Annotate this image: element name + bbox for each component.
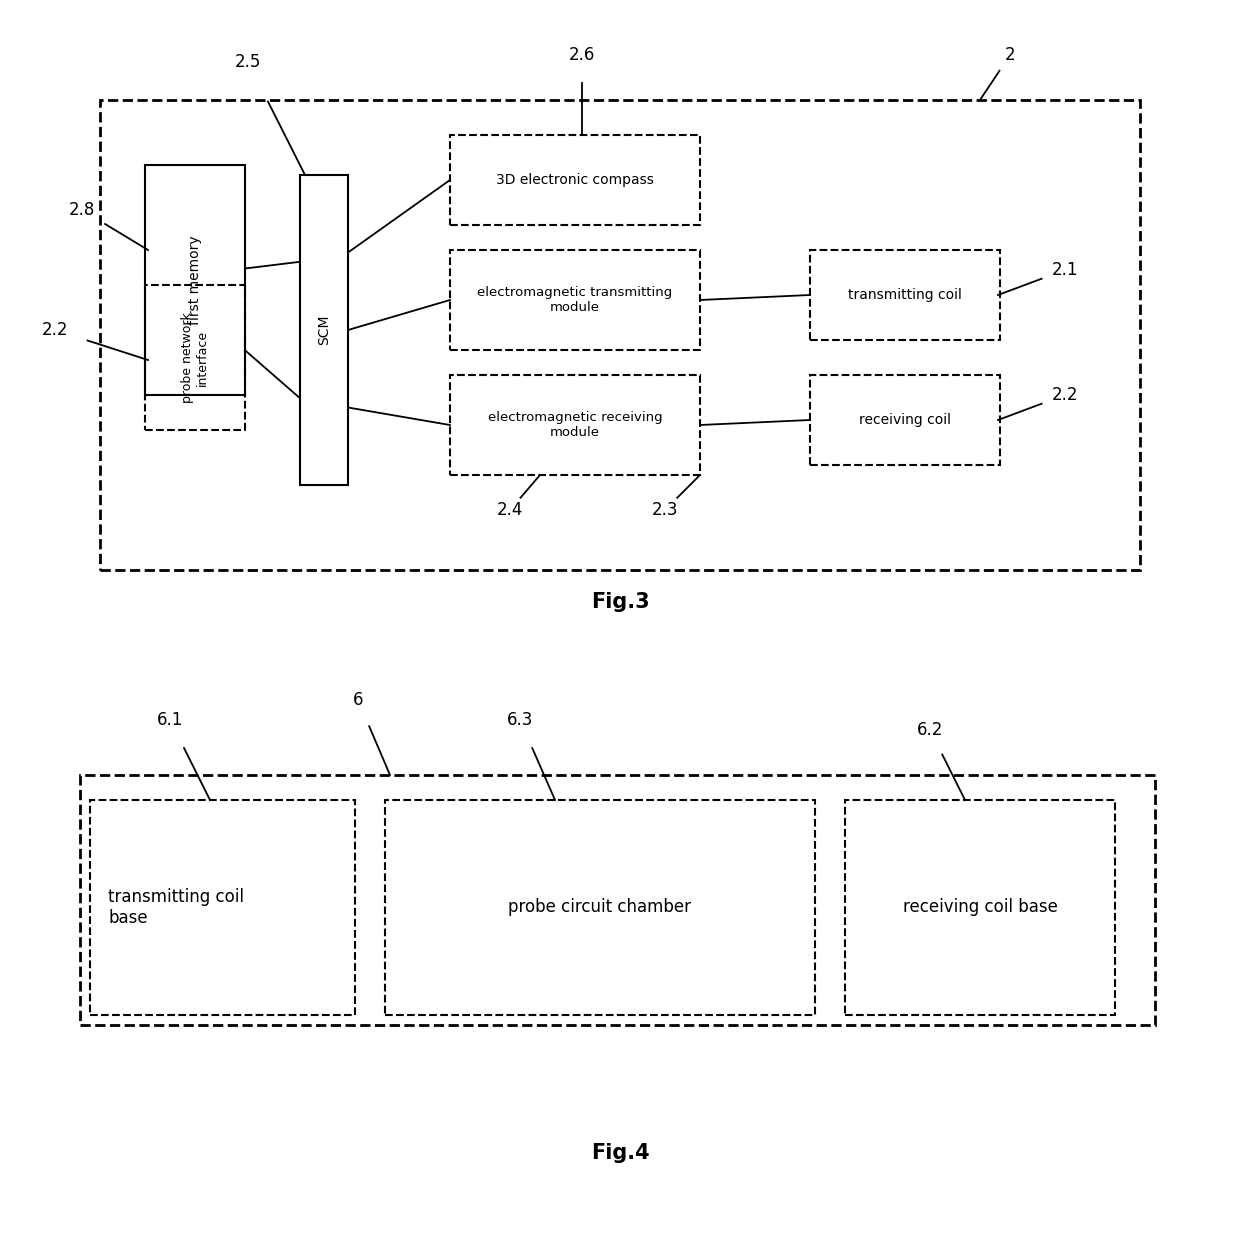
Bar: [450, 250, 701, 350]
Text: 6.3: 6.3: [507, 710, 533, 729]
Bar: [81, 775, 1154, 1025]
Bar: [844, 800, 1115, 1015]
Text: electromagnetic receiving
module: electromagnetic receiving module: [487, 411, 662, 438]
Text: Fig.3: Fig.3: [590, 592, 650, 612]
Bar: [91, 800, 355, 1015]
Text: 2.8: 2.8: [68, 201, 95, 219]
Bar: [384, 800, 815, 1015]
Text: Fig.4: Fig.4: [590, 1143, 650, 1163]
Text: transmitting coil: transmitting coil: [848, 288, 962, 302]
Bar: [450, 135, 701, 225]
Text: 2.2: 2.2: [42, 320, 68, 339]
Text: first memory: first memory: [188, 235, 202, 325]
Text: 2.4: 2.4: [497, 501, 523, 519]
Text: 2.6: 2.6: [569, 46, 595, 65]
Text: 3D electronic compass: 3D electronic compass: [496, 173, 653, 188]
Bar: [810, 375, 999, 465]
Text: receiving coil base: receiving coil base: [903, 898, 1058, 917]
Text: 2.3: 2.3: [652, 501, 678, 519]
Text: receiving coil: receiving coil: [859, 414, 951, 427]
Bar: [810, 250, 999, 340]
Bar: [100, 101, 1140, 570]
Bar: [300, 175, 348, 484]
Text: transmitting coil
base: transmitting coil base: [108, 888, 244, 927]
Bar: [145, 165, 246, 395]
Text: 2.1: 2.1: [1052, 261, 1079, 279]
Text: 6.1: 6.1: [156, 710, 184, 729]
Text: 2: 2: [1004, 46, 1016, 65]
Text: 2.2: 2.2: [1052, 386, 1079, 404]
Text: probe circuit chamber: probe circuit chamber: [508, 898, 692, 917]
Bar: [145, 284, 246, 430]
Text: electromagnetic transmitting
module: electromagnetic transmitting module: [477, 286, 672, 314]
Bar: [450, 375, 701, 474]
Text: SCM: SCM: [317, 314, 331, 345]
Text: 6.2: 6.2: [916, 722, 944, 739]
Text: probe network
interface: probe network interface: [181, 312, 210, 402]
Text: 2.5: 2.5: [234, 53, 262, 71]
Text: 6: 6: [352, 691, 363, 709]
